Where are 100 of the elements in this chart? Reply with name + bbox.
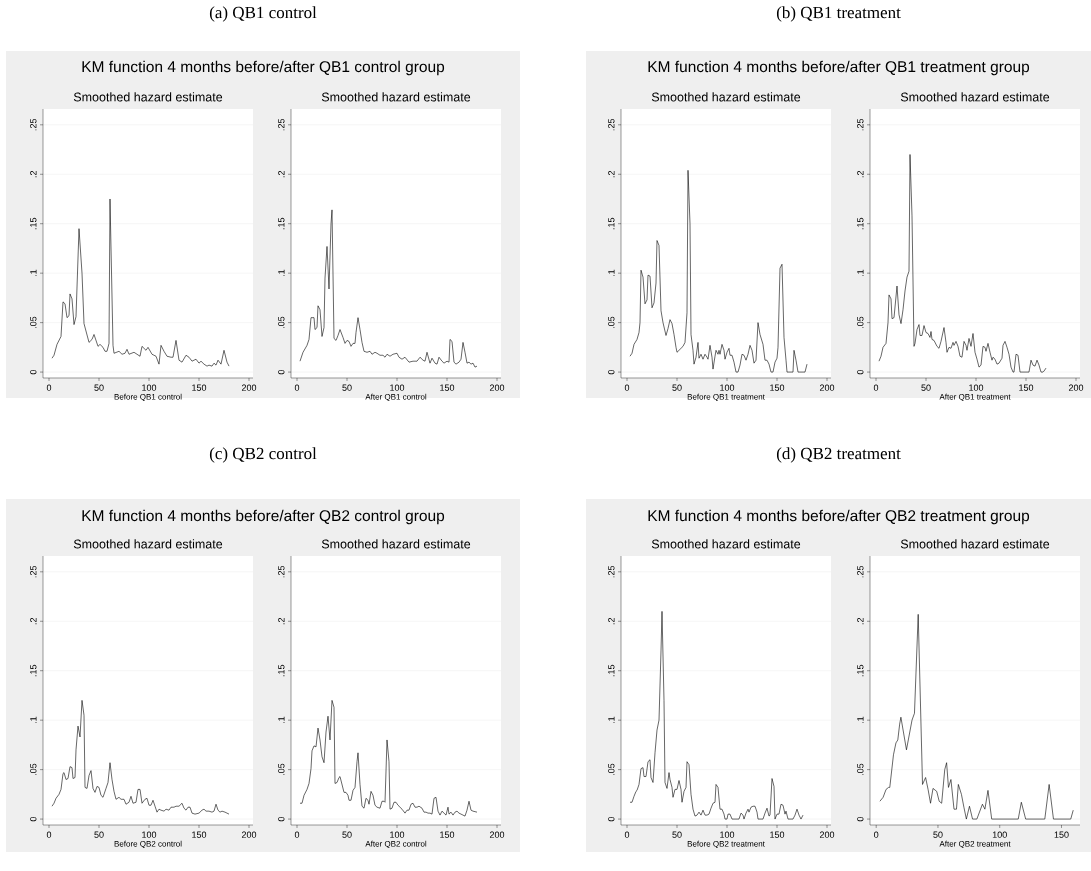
x-tick-label: 100 (969, 384, 984, 391)
y-tick-label: .15 (30, 664, 37, 677)
x-tick-label: 150 (1054, 831, 1069, 838)
y-tick-label: .15 (857, 664, 864, 677)
y-tick-label: .25 (857, 565, 864, 578)
x-tick-label: 50 (672, 384, 682, 391)
x-tick-label: 0 (873, 384, 879, 391)
y-tick-label: .2 (608, 617, 615, 625)
x-tick-label: 150 (192, 831, 207, 838)
x-tick-label: 0 (624, 384, 630, 391)
x-tick-label: 50 (94, 831, 104, 838)
y-tick-label: .05 (278, 316, 285, 329)
y-tick-label: 0 (30, 369, 37, 375)
y-tick-label: .1 (608, 269, 615, 277)
line-series (51, 198, 230, 367)
x-tick-label: 50 (933, 831, 943, 838)
y-tick-label: .2 (30, 617, 37, 625)
y-tick-label: 0 (857, 369, 864, 375)
y-tick-label: .1 (857, 716, 864, 724)
y-tick-label: .05 (857, 316, 864, 329)
y-tick-label: .1 (857, 269, 864, 277)
x-tick-label: 100 (992, 831, 1007, 838)
y-tick-label: .1 (608, 716, 615, 724)
x-tick-label: 200 (819, 384, 835, 391)
x-tick-label: 0 (874, 831, 879, 838)
y-tick-label: .05 (857, 763, 864, 776)
x-tick-label: 200 (1068, 384, 1084, 391)
y-tick-label: 0 (278, 369, 285, 375)
line-series (51, 700, 230, 815)
x-tick-label: 200 (489, 384, 505, 391)
y-tick-label: .15 (608, 217, 615, 230)
y-tick-label: .2 (30, 170, 37, 178)
y-tick-label: .25 (30, 565, 37, 578)
x-axis-title: After QB1 treatment (939, 393, 1011, 402)
x-tick-label: 50 (672, 831, 682, 838)
y-tick-label: .25 (30, 118, 37, 131)
x-tick-label: 0 (294, 384, 300, 391)
chart-title: Smoothed hazard estimate (900, 539, 1050, 549)
x-axis-title: Before QB1 treatment (687, 393, 765, 402)
y-tick-label: .15 (278, 217, 285, 230)
y-tick-label: .1 (30, 716, 37, 724)
x-tick-label: 0 (624, 831, 630, 838)
x-tick-label: 100 (390, 831, 405, 838)
y-tick-label: 0 (608, 816, 615, 822)
y-tick-label: .2 (857, 170, 864, 178)
x-tick-label: 150 (770, 384, 785, 391)
x-axis-title: After QB1 control (365, 393, 427, 402)
y-tick-label: 0 (608, 369, 615, 375)
x-tick-label: 100 (142, 831, 157, 838)
x-tick-label: 50 (94, 384, 104, 391)
text: KM function 4 months before/after QB1 control group (82, 60, 445, 76)
y-tick-label: .05 (30, 316, 37, 329)
x-tick-label: 50 (342, 831, 352, 838)
y-tick-label: .25 (278, 118, 285, 131)
x-tick-label: 100 (142, 384, 157, 391)
chart-title: Smoothed hazard estimate (73, 539, 223, 549)
y-tick-label: .25 (857, 118, 864, 131)
x-tick-label: 150 (770, 831, 785, 838)
y-tick-label: 0 (30, 816, 37, 822)
y-tick-label: .2 (278, 617, 285, 625)
x-tick-label: 0 (46, 384, 52, 391)
x-tick-label: 100 (720, 384, 735, 391)
y-tick-label: .05 (278, 763, 285, 776)
x-tick-label: 150 (1019, 384, 1034, 391)
text: (d) QB2 treatment (776, 447, 901, 463)
y-tick-label: .05 (608, 763, 615, 776)
chart-title: Smoothed hazard estimate (73, 92, 223, 102)
text: KM function 4 months before/after QB2 control group (82, 509, 445, 525)
x-tick-label: 0 (46, 831, 52, 838)
x-tick-label: 150 (192, 384, 207, 391)
y-tick-label: 0 (857, 816, 864, 822)
y-tick-label: .25 (278, 565, 285, 578)
x-tick-label: 200 (819, 831, 835, 838)
text: KM function 4 months before/after QB2 treatment group (648, 509, 1030, 525)
x-tick-label: 50 (342, 384, 352, 391)
x-axis-title: After QB2 control (365, 840, 427, 849)
x-tick-label: 150 (440, 831, 455, 838)
chart-title: Smoothed hazard estimate (651, 539, 801, 549)
y-tick-label: 0 (278, 816, 285, 822)
y-tick-label: .1 (278, 716, 285, 724)
x-axis-title: Before QB2 control (114, 840, 182, 849)
y-tick-label: .2 (278, 170, 285, 178)
chart-title: Smoothed hazard estimate (651, 92, 801, 102)
y-tick-label: .05 (30, 763, 37, 776)
y-tick-label: .25 (608, 118, 615, 131)
text: (b) QB1 treatment (776, 6, 901, 22)
y-tick-label: .15 (278, 664, 285, 677)
y-tick-label: .2 (857, 617, 864, 625)
x-axis-title: Before QB1 control (114, 393, 182, 402)
chart-title: Smoothed hazard estimate (321, 539, 471, 549)
x-tick-label: 50 (921, 384, 931, 391)
x-tick-label: 150 (440, 384, 455, 391)
x-axis-title: Before QB2 treatment (687, 840, 765, 849)
chart-title: Smoothed hazard estimate (321, 92, 471, 102)
text: (a) QB1 control (209, 6, 317, 22)
x-tick-label: 100 (390, 384, 405, 391)
line-series (299, 209, 478, 368)
y-tick-label: .15 (857, 217, 864, 230)
y-tick-label: .25 (608, 565, 615, 578)
x-tick-label: 0 (294, 831, 300, 838)
